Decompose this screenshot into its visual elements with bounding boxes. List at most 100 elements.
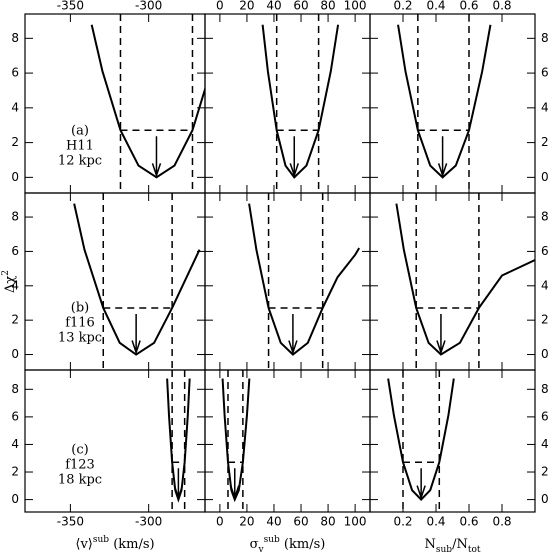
panel-frame	[204, 192, 371, 371]
panel: 0 20 40 60 80 100	[204, 0, 371, 194]
y-tick-label: 6	[11, 66, 19, 80]
x-axis-label: ⟨v⟩sub (km/s)	[75, 535, 154, 552]
best-fit-arrow	[288, 313, 298, 355]
best-fit-arrow	[173, 468, 184, 500]
panel-annotation: f116	[65, 316, 95, 331]
best-fit-arrow	[437, 136, 448, 178]
x-tick-label: -350	[57, 515, 84, 529]
x-tick-label: 60	[293, 0, 308, 13]
x-tick-label: 20	[239, 515, 254, 529]
panel-annotation: 18 kpc	[58, 473, 102, 488]
x-tick-label: 0.4	[426, 0, 445, 13]
y-tick-label: 0	[541, 492, 549, 506]
y-tick-label: 4	[11, 437, 19, 451]
chi2-curve	[73, 203, 201, 356]
label-part: (km/s)	[109, 537, 155, 552]
y-tick-label: 8	[11, 31, 19, 45]
panel-annotation: 13 kpc	[58, 331, 102, 346]
x-tick-label: 0.8	[492, 515, 511, 529]
x-tick-label: 0	[216, 0, 224, 13]
y-tick-label: 0	[11, 170, 19, 184]
label-part: /N	[452, 537, 468, 552]
x-axis-label: Nsub/Ntot	[425, 537, 481, 555]
chi2-curve	[397, 24, 492, 179]
x-tick-label: 40	[266, 515, 281, 529]
panel-annotation: H11	[66, 139, 94, 154]
y-tick-label: 2	[11, 135, 19, 149]
label-part: sub	[264, 535, 280, 545]
best-fit-arrow	[230, 468, 240, 500]
y-tick-label: 8	[11, 382, 19, 396]
label-part: 2	[1, 270, 11, 276]
label-part: σ	[250, 537, 259, 552]
x-tick-label: 20	[239, 0, 254, 13]
x-tick-label: 0.6	[459, 0, 478, 13]
y-tick-label: 2	[541, 313, 549, 327]
panel-annotation: (a)	[71, 124, 89, 139]
y-tick-label: 2	[541, 465, 549, 479]
chi2-curve	[395, 203, 535, 356]
best-fit-arrow	[436, 313, 446, 355]
label-part: Δχ	[3, 276, 18, 293]
y-tick-label: 4	[541, 437, 549, 451]
panel-annotation: (b)	[71, 301, 89, 316]
label-part: sub	[436, 545, 452, 555]
best-fit-arrow	[289, 136, 299, 178]
x-tick-label: -300	[135, 515, 162, 529]
y-tick-label: 6	[541, 66, 549, 80]
y-tick-label: 4	[11, 278, 19, 292]
y-tick-label: 4	[541, 278, 549, 292]
x-tick-label: 0.2	[393, 515, 412, 529]
best-fit-arrow	[151, 136, 162, 178]
x-tick-label: 0	[216, 515, 224, 529]
panel-frame	[369, 369, 536, 513]
x-tick-label: 80	[320, 0, 335, 13]
y-tick-label: 8	[11, 210, 19, 224]
x-tick-label: 0.8	[492, 0, 511, 13]
x-tick-label: 0.2	[393, 0, 412, 13]
panel: 0.2 0.4 0.6 0.8 0 2 4 6 8 Nsub/Ntot	[369, 369, 549, 555]
x-tick-label: 80	[320, 515, 335, 529]
y-axis-label: Δχ2	[1, 270, 18, 293]
panel-frame	[369, 192, 536, 371]
y-tick-label: 6	[541, 244, 549, 258]
chi2-curve	[90, 24, 205, 179]
y-tick-label: 0	[541, 347, 549, 361]
x-tick-label: 100	[344, 515, 367, 529]
best-fit-arrow	[131, 313, 141, 355]
x-axis-label: σvsub (km/s)	[250, 535, 326, 555]
y-tick-label: 2	[11, 465, 19, 479]
panel-annotation: f123	[65, 458, 95, 473]
y-tick-label: 4	[541, 100, 549, 114]
x-tick-label: 100	[344, 0, 367, 13]
panel: 0 2 4 6 8	[369, 192, 549, 371]
label-part: (km/s)	[280, 537, 326, 552]
x-tick-label: 0.6	[459, 515, 478, 529]
panel-frame	[369, 13, 536, 194]
label-part: ⟨v⟩	[75, 537, 93, 552]
y-tick-label: 0	[541, 170, 549, 184]
x-tick-label: 60	[293, 515, 308, 529]
y-tick-label: 0	[11, 492, 19, 506]
y-tick-label: 8	[541, 31, 549, 45]
chi2-curve	[248, 203, 361, 356]
y-tick-label: 2	[11, 313, 19, 327]
panel-frame	[24, 192, 206, 371]
y-tick-label: 6	[11, 244, 19, 258]
panel-frame	[24, 13, 206, 194]
y-tick-label: 6	[541, 409, 549, 423]
x-tick-label: -300	[135, 0, 162, 13]
x-tick-label: 40	[266, 0, 281, 13]
label-part: N	[425, 537, 436, 552]
panel	[204, 192, 371, 371]
y-tick-label: 8	[541, 382, 549, 396]
chi2-curve	[261, 24, 340, 179]
x-tick-label: 0.4	[426, 515, 445, 529]
y-tick-label: 6	[11, 409, 19, 423]
panel: 0 20 40 60 80 100 σvsub (km/s)	[204, 369, 371, 555]
y-tick-label: 2	[541, 135, 549, 149]
